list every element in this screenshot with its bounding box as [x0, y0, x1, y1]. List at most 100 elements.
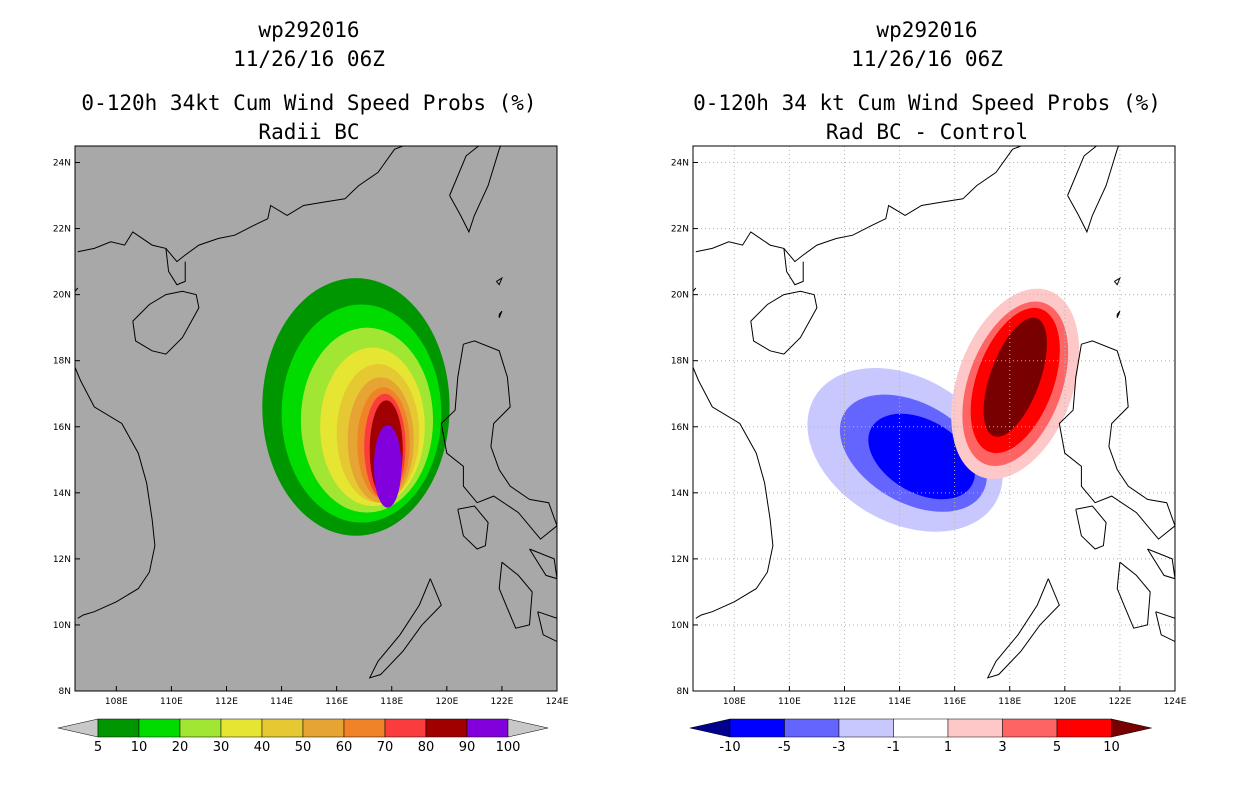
x-tick-label: 118E [380, 697, 403, 707]
y-tick-label: 18N [53, 357, 71, 367]
x-tick-label: 124E [546, 697, 569, 707]
coastline [1155, 611, 1175, 643]
coastline [529, 548, 557, 580]
x-tick-label: 122E [1108, 697, 1131, 707]
difference-map: 108E 110E 112E 114E 116E 118E 120E 122E 124E 8N 10… [671, 145, 1187, 755]
y-tick-label: 14N [671, 489, 689, 499]
left-panel: wp292016 11/26/16 06Z 0-120h 34kt Cum Wi… [53, 18, 569, 755]
coastline [77, 146, 403, 263]
coastline [440, 340, 557, 540]
colorbar-label: 1 [944, 740, 952, 755]
colorbar-extend-right [1111, 718, 1152, 738]
colorbar: -10 -5 -3 -1 1 3 5 10 [689, 718, 1152, 755]
coastline [368, 578, 442, 679]
colorbar-label: 80 [418, 740, 435, 755]
coastline [693, 287, 774, 619]
coastline [165, 248, 186, 286]
y-tick-label: 10N [53, 621, 71, 631]
y-tick-label: 8N [59, 687, 71, 697]
x-tick-label: 108E [105, 697, 128, 707]
colorbar-swatch [97, 718, 140, 738]
coastline [1147, 548, 1175, 580]
colorbar-swatch [261, 718, 304, 738]
colorbar-label: 30 [213, 740, 230, 755]
x-tick-label: 112E [215, 697, 238, 707]
chart-subtitle: Rad BC - Control [825, 120, 1029, 144]
y-tick-label: 12N [53, 555, 71, 565]
y-tick-label: 14N [53, 489, 71, 499]
contour-10 [983, 317, 1047, 437]
coastline [75, 287, 156, 619]
coastline [498, 310, 503, 318]
x-tick-label: 120E [1053, 697, 1076, 707]
colorbar-swatch [947, 718, 1003, 738]
x-tick-label: 114E [270, 697, 293, 707]
coastline [1116, 310, 1121, 318]
coastline [496, 276, 503, 286]
x-tick-label: 118E [998, 697, 1021, 707]
chart-subtitle: Radii BC [258, 120, 360, 144]
coastline [1067, 146, 1120, 234]
y-tick-label: 22N [671, 225, 689, 235]
colorbar-label: -10 [719, 740, 740, 755]
coastline [750, 290, 818, 355]
colorbar-swatch [384, 718, 427, 738]
x-tick-label: 112E [833, 697, 856, 707]
colorbar: 5 10 20 30 40 50 60 70 80 90 100 [57, 718, 549, 755]
coastline [783, 248, 804, 286]
colorbar-swatch [179, 718, 222, 738]
coastline [457, 505, 489, 550]
colorbar-swatch [302, 718, 345, 738]
colorbar-label: 100 [496, 740, 521, 755]
x-tick-label: 116E [943, 697, 966, 707]
colorbar-swatch [729, 718, 785, 738]
x-tick-label: 122E [490, 697, 513, 707]
x-tick-label: 116E [325, 697, 348, 707]
colorbar-swatch [425, 718, 468, 738]
y-tick-label: 22N [53, 225, 71, 235]
probability-map: 108E 110E 112E 114E 116E 118E 120E 122E 124E 8N 10… [53, 145, 569, 755]
y-tick-label: 20N [53, 291, 71, 301]
y-tick-label: 10N [671, 621, 689, 631]
colorbar-label: 5 [94, 740, 102, 755]
colorbar-label: 10 [131, 740, 148, 755]
contour-90 [373, 425, 402, 508]
colorbar-swatch [1056, 718, 1112, 738]
y-tick-label: 24N [671, 159, 689, 169]
colorbar-extend-right [507, 718, 549, 738]
x-tick-label: 108E [723, 697, 746, 707]
colorbar-label: 60 [336, 740, 353, 755]
map-frame [692, 145, 1176, 692]
coastline [986, 578, 1060, 679]
colorbar-label: -1 [887, 740, 900, 755]
colorbar-swatch [220, 718, 263, 738]
coastline [1075, 505, 1107, 550]
coastline [449, 146, 502, 234]
storm-id: wp292016 [258, 18, 360, 42]
colorbar-extend-left [57, 718, 99, 738]
y-tick-label: 18N [671, 357, 689, 367]
x-tick-label: 120E [435, 697, 458, 707]
colorbar-extend-left [689, 718, 731, 738]
colorbar-label: 90 [459, 740, 476, 755]
coastline [1058, 340, 1175, 540]
colorbar-label: 20 [172, 740, 189, 755]
colorbar-swatch [1002, 718, 1058, 738]
colorbar-label: -3 [833, 740, 846, 755]
datetime: 11/26/16 06Z [851, 47, 1003, 71]
coastline [1114, 276, 1121, 286]
contour--5 [868, 413, 975, 500]
colorbar-swatch [784, 718, 840, 738]
coastline [537, 611, 557, 643]
colorbar-swatch [838, 718, 894, 738]
x-tick-label: 114E [888, 697, 911, 707]
y-tick-label: 24N [53, 159, 71, 169]
coastline [695, 146, 1021, 263]
colorbar-swatch [138, 718, 181, 738]
colorbar-label: 50 [295, 740, 312, 755]
map-frame [74, 145, 558, 692]
x-tick-label: 110E [160, 697, 183, 707]
y-tick-label: 12N [671, 555, 689, 565]
colorbar-swatch [343, 718, 386, 738]
datetime: 11/26/16 06Z [233, 47, 385, 71]
